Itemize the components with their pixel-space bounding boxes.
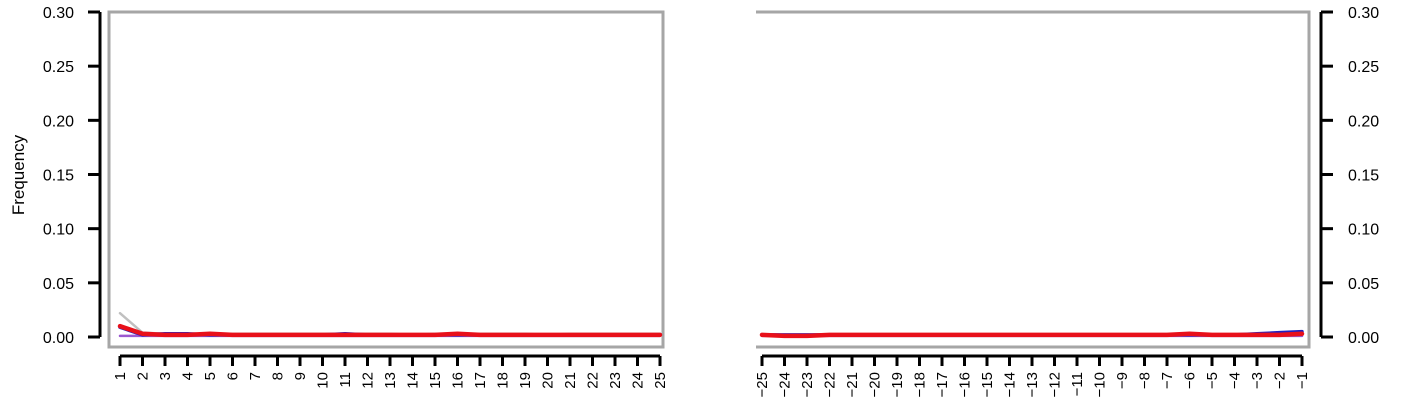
x-tick-label: 22: [585, 372, 602, 389]
y-tick-label: 0.25: [1348, 59, 1379, 76]
y-tick-label: 0.20: [1348, 113, 1379, 130]
series-line-3: [759, 331, 1305, 339]
plot-frame: [756, 10, 1311, 349]
x-tick-label: −2: [1272, 372, 1289, 389]
series-line-0: [118, 311, 662, 337]
y-tick-label: 0.30: [1348, 5, 1379, 22]
x-tick-label: −10: [1092, 372, 1109, 397]
y-tick-label: 0.25: [43, 59, 74, 76]
x-tick-label: 15: [427, 372, 444, 389]
series-line-3: [117, 323, 663, 338]
x-tick-label: −4: [1227, 372, 1244, 389]
x-tick-label: 17: [472, 372, 489, 389]
y-tick-label: 0.00: [1348, 330, 1379, 347]
x-tick-label: −1: [1294, 372, 1311, 389]
x-tick-label: −5: [1204, 372, 1221, 389]
x-tick-label: 10: [315, 372, 332, 389]
x-tick-label: 19: [517, 372, 534, 389]
x-tick-label: 24: [630, 372, 647, 389]
x-tick-label: −6: [1182, 372, 1199, 389]
x-tick-label: 7: [247, 372, 264, 380]
x-tick-label: 11: [337, 372, 354, 388]
x-tick-label: −7: [1159, 372, 1176, 389]
plot-frame: [107, 10, 665, 349]
x-tick-label: 2: [135, 372, 152, 380]
x-tick-label: −23: [799, 372, 816, 397]
x-tick-label: 8: [270, 372, 287, 380]
x-tick-label: 21: [562, 372, 579, 389]
x-tick-label: −15: [979, 372, 996, 397]
x-tick-label: 5: [202, 372, 219, 380]
x-tick-label: 13: [382, 372, 399, 389]
x-tick-label: −25: [754, 372, 771, 397]
x-tick-label: −12: [1047, 372, 1064, 397]
x-tick-label: −17: [934, 372, 951, 397]
x-tick-label: 16: [450, 372, 467, 389]
y-tick-label: 0.20: [43, 113, 74, 130]
chart-panel-left: 0.000.050.100.150.200.250.301 2 3 4 5 6 7 8 9 10 1…: [9, 5, 669, 389]
x-tick-label: −9: [1114, 372, 1131, 389]
y-tick-label: 0.05: [43, 276, 74, 293]
x-tick-label: 9: [292, 372, 309, 380]
y-axis-title: Frequency: [9, 134, 28, 215]
x-tick-label: −3: [1249, 372, 1266, 389]
x-tick-label: −8: [1137, 372, 1154, 389]
x-tick-label: −11: [1069, 372, 1086, 396]
x-tick-label: 18: [495, 372, 512, 389]
x-tick-label: −14: [1002, 372, 1019, 397]
x-tick-label: −13: [1024, 372, 1041, 397]
y-tick-label: 0.10: [43, 222, 74, 239]
x-tick-label: 12: [360, 372, 377, 389]
x-tick-label: 1: [112, 372, 129, 380]
chart-panel-right: 0.00 0.05 0.10 0.15 0.20 0.25 0.30 −25 −24 −23 −22…: [754, 5, 1379, 397]
y-tick-label: 0.15: [43, 168, 74, 185]
x-tick-label: −20: [867, 372, 884, 397]
x-tick-label: 4: [180, 372, 197, 380]
x-tick-label: −18: [912, 372, 929, 397]
y-tick-label: 0.15: [1348, 168, 1379, 185]
x-tick-label: −16: [957, 372, 974, 397]
x-tick-label: 25: [652, 372, 669, 389]
y-tick-label: 0.05: [1348, 276, 1379, 293]
x-tick-label: 3: [157, 372, 174, 380]
y-tick-label: 0.00: [43, 330, 74, 347]
x-tick-label: −19: [889, 372, 906, 397]
x-tick-label: −22: [822, 372, 839, 397]
x-tick-label: −24: [777, 372, 794, 397]
x-tick-label: 20: [540, 372, 557, 389]
x-tick-label: −21: [844, 372, 861, 397]
y-tick-label: 0.10: [1348, 222, 1379, 239]
x-tick-label: 6: [225, 372, 242, 380]
x-tick-label: 23: [607, 372, 624, 389]
y-tick-label: 0.30: [43, 5, 74, 22]
x-tick-label: 14: [405, 372, 422, 389]
